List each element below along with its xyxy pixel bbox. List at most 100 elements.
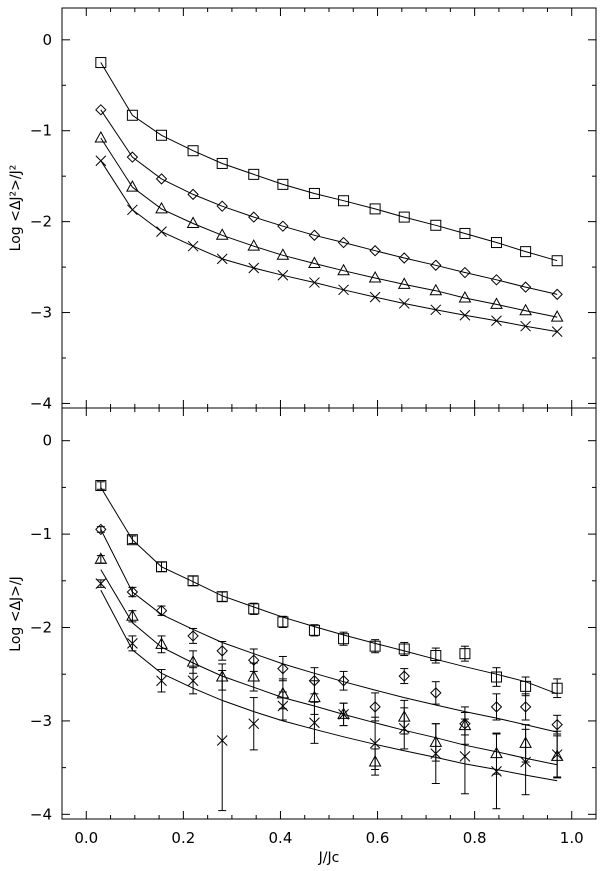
data-point-diamond [277, 220, 289, 232]
data-point-cross [398, 298, 410, 309]
top-y-axis-label: Log <ΔJ²>/J² [8, 165, 24, 252]
data-point-square [277, 616, 289, 628]
data-point-triangle [186, 655, 200, 667]
y-tick-label: −3 [30, 712, 52, 730]
data-point-triangle [94, 130, 108, 143]
top-panel-ticks: 0 −1 −2 −3 −4 [30, 8, 596, 412]
data-point-triangle [126, 609, 139, 621]
bottom-y-axis-label: Log <ΔJ>/J [8, 576, 24, 651]
series-curve-square [100, 487, 558, 695]
top-panel-frame [61, 7, 597, 409]
data-point-cross [127, 638, 138, 649]
data-point-diamond [551, 718, 563, 731]
data-point-cross [277, 269, 289, 281]
top-panel-plot [94, 57, 564, 337]
data-point-diamond [126, 586, 139, 598]
data-point-cross [309, 277, 320, 288]
data-point-triangle [155, 637, 168, 649]
data-point-diamond [277, 662, 289, 675]
data-point-square [551, 255, 563, 267]
data-point-square [369, 640, 381, 652]
data-point-triangle [519, 303, 532, 316]
data-point-triangle [215, 228, 229, 240]
data-point-cross [187, 240, 199, 252]
data-point-diamond [369, 701, 381, 713]
data-point-cross [430, 748, 442, 759]
data-point-cross [520, 320, 531, 332]
data-point-square [95, 480, 107, 492]
data-point-cross [216, 253, 228, 265]
data-point-square [520, 246, 532, 258]
data-point-cross [430, 304, 442, 316]
y-tick-label: 0 [42, 31, 52, 49]
data-point-triangle [276, 248, 290, 260]
bottom-panel-frame [61, 407, 597, 820]
data-point-triangle [490, 297, 503, 309]
data-point-diamond [459, 266, 471, 279]
data-point-triangle [458, 290, 472, 303]
data-point-diamond [216, 200, 228, 212]
y-tick-label: −3 [30, 304, 52, 322]
data-point-cross [491, 766, 502, 777]
data-point-diamond [490, 274, 503, 286]
data-point-square [308, 624, 320, 636]
series-curve-diamond [100, 109, 558, 295]
x-tick-label: 0.0 [74, 829, 98, 847]
data-point-diamond [126, 151, 139, 163]
x-tick-label: 1.0 [560, 829, 584, 847]
data-point-diamond [248, 211, 260, 223]
series-curve-diamond [100, 529, 558, 733]
data-point-square [338, 195, 350, 207]
data-point-diamond [398, 670, 410, 682]
data-point-diamond [337, 675, 350, 687]
data-point-cross [491, 315, 502, 327]
data-point-cross [338, 284, 349, 296]
data-point-cross [156, 226, 167, 237]
data-point-square [216, 157, 228, 169]
data-point-cross [187, 675, 199, 687]
series-curve-triangle [100, 569, 558, 766]
data-point-cross [248, 718, 260, 730]
data-point-square [430, 650, 442, 662]
data-point-square [95, 57, 107, 69]
y-tick-label: −4 [30, 805, 52, 823]
y-tick-label: −1 [30, 122, 52, 140]
data-point-cross [309, 717, 320, 729]
data-point-square [369, 203, 381, 215]
series-curve-cross [100, 160, 558, 333]
data-point-diamond [369, 245, 381, 257]
data-point-cross [551, 326, 563, 337]
data-point-cross [216, 735, 228, 746]
data-point-triangle [155, 201, 168, 214]
series-curve-cross [100, 589, 558, 782]
data-point-square [156, 561, 168, 573]
data-point-diamond [187, 630, 199, 642]
data-point-diamond [308, 229, 321, 241]
data-point-cross [369, 737, 381, 749]
data-point-cross [398, 723, 410, 734]
data-point-diamond [430, 687, 442, 699]
data-point-square [490, 237, 502, 249]
data-point-triangle [550, 310, 564, 322]
data-point-diamond [155, 604, 168, 617]
data-point-square [156, 129, 168, 141]
data-point-square [216, 591, 228, 603]
data-point-square [459, 648, 471, 660]
data-point-cross [277, 700, 289, 712]
data-point-square [126, 109, 138, 121]
y-tick-label: −2 [30, 213, 52, 231]
series-curve-triangle [100, 137, 558, 318]
x-tick-label: 0.2 [171, 829, 195, 847]
data-point-diamond [519, 281, 532, 293]
series-curve-square [100, 62, 558, 262]
data-point-diamond [398, 252, 410, 264]
data-point-square [490, 671, 502, 683]
data-point-cross [127, 204, 138, 216]
data-point-square [398, 211, 410, 223]
data-point-diamond [95, 523, 107, 536]
x-tick-label: 0.6 [366, 829, 390, 847]
data-point-square [187, 575, 199, 587]
data-point-triangle [337, 263, 350, 276]
data-point-triangle [94, 552, 108, 564]
